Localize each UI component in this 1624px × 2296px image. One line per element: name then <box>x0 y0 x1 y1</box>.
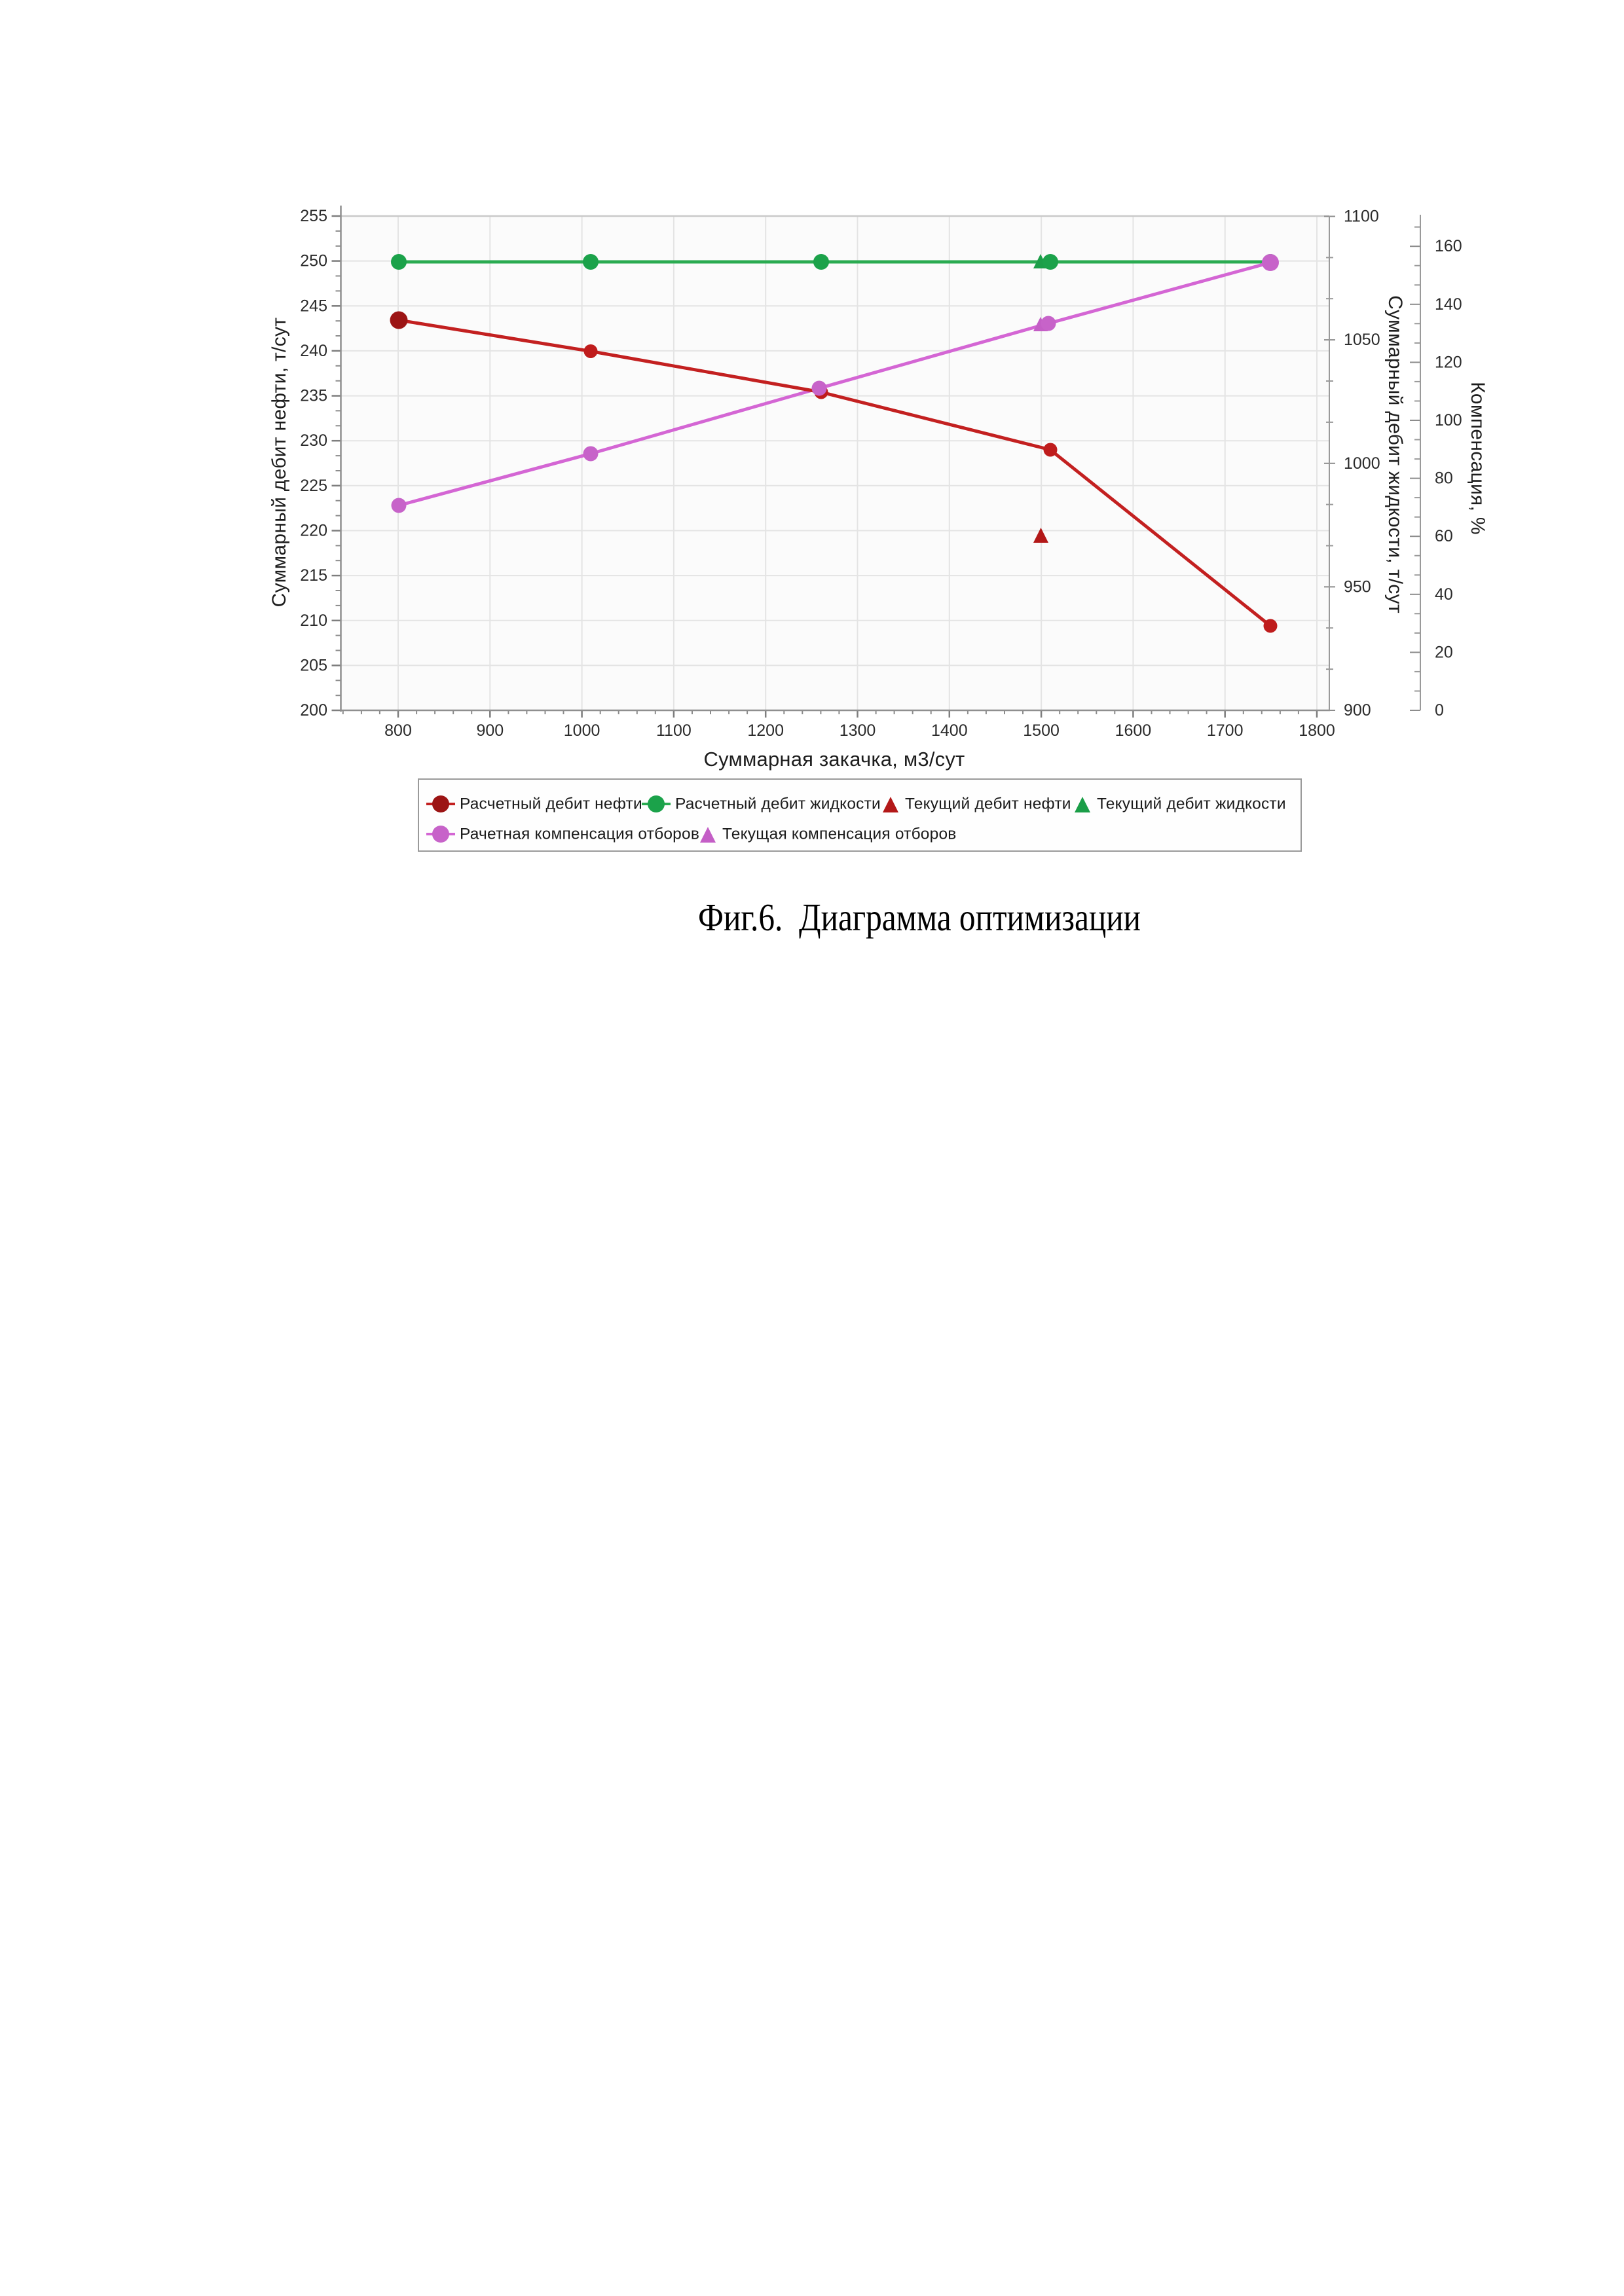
svg-text:1400: 1400 <box>931 721 968 740</box>
svg-text:Фиг.6. Диаграмма оптимизации: Фиг.6. Диаграмма оптимизации <box>698 896 1141 939</box>
svg-text:1800: 1800 <box>1299 721 1335 740</box>
svg-text:255: 255 <box>300 207 327 225</box>
svg-text:40: 40 <box>1435 585 1453 604</box>
svg-text:1050: 1050 <box>1344 331 1380 349</box>
svg-text:950: 950 <box>1344 577 1371 596</box>
svg-text:140: 140 <box>1435 295 1462 314</box>
svg-text:235: 235 <box>300 387 327 405</box>
svg-text:800: 800 <box>384 721 412 740</box>
svg-text:200: 200 <box>300 701 327 720</box>
svg-text:Расчетный дебит нефти: Расчетный дебит нефти <box>460 795 642 813</box>
svg-text:Компенсация, %: Компенсация, % <box>1467 382 1488 535</box>
svg-text:Текущий дебит жидкости: Текущий дебит жидкости <box>1097 795 1286 813</box>
svg-text:1000: 1000 <box>564 721 600 740</box>
svg-text:1000: 1000 <box>1344 454 1380 473</box>
svg-text:1300: 1300 <box>840 721 876 740</box>
svg-text:0: 0 <box>1435 701 1444 720</box>
svg-text:250: 250 <box>300 252 327 270</box>
svg-text:20: 20 <box>1435 643 1453 661</box>
svg-text:120: 120 <box>1435 353 1462 371</box>
svg-text:Текущий дебит нефти: Текущий дебит нефти <box>905 795 1071 813</box>
svg-text:Суммарная закачка, м3/сут: Суммарная закачка, м3/сут <box>704 748 965 771</box>
svg-text:1500: 1500 <box>1023 721 1060 740</box>
svg-text:205: 205 <box>300 656 327 674</box>
svg-text:1100: 1100 <box>656 721 692 740</box>
svg-text:1200: 1200 <box>747 721 784 740</box>
svg-text:215: 215 <box>300 566 327 585</box>
svg-text:900: 900 <box>1344 701 1371 720</box>
svg-text:Суммарный дебит жидкости, т/су: Суммарный дебит жидкости, т/сут <box>1384 295 1406 613</box>
svg-text:Рачетная компенсация отборов: Рачетная компенсация отборов <box>460 826 699 843</box>
svg-text:60: 60 <box>1435 527 1453 545</box>
svg-text:220: 220 <box>300 522 327 540</box>
svg-text:1700: 1700 <box>1207 721 1244 740</box>
svg-text:230: 230 <box>300 431 327 450</box>
svg-text:160: 160 <box>1435 237 1462 255</box>
svg-text:Суммарный дебит нефти, т/сут: Суммарный дебит нефти, т/сут <box>268 318 290 608</box>
svg-text:225: 225 <box>300 477 327 495</box>
svg-text:1600: 1600 <box>1115 721 1152 740</box>
svg-text:245: 245 <box>300 297 327 315</box>
svg-text:1100: 1100 <box>1344 208 1379 226</box>
svg-text:210: 210 <box>300 611 327 630</box>
svg-text:80: 80 <box>1435 469 1453 488</box>
svg-text:900: 900 <box>476 721 504 740</box>
svg-text:Текущая компенсация отборов: Текущая компенсация отборов <box>722 826 957 843</box>
svg-text:100: 100 <box>1435 411 1462 429</box>
svg-text:Расчетный дебит жидкости: Расчетный дебит жидкости <box>675 795 881 813</box>
svg-text:240: 240 <box>300 342 327 360</box>
